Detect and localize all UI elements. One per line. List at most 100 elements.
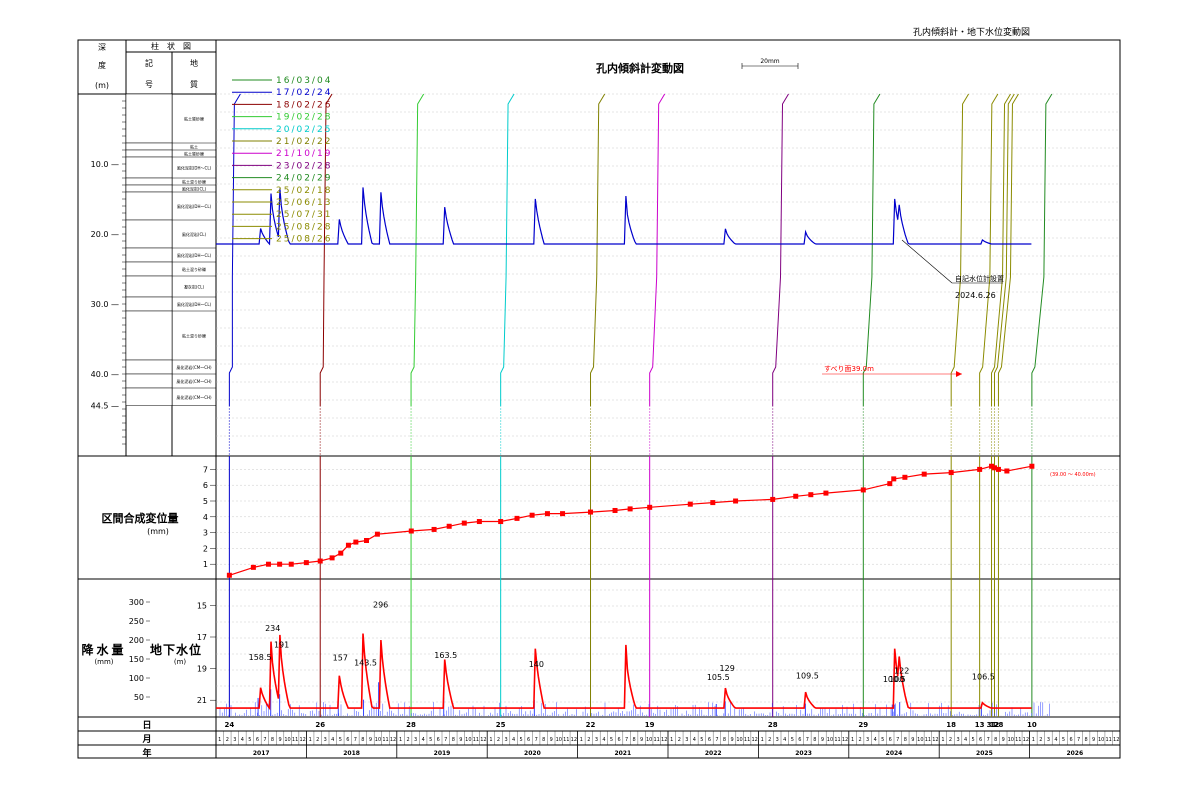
year-label: 2019 — [434, 750, 451, 757]
stratum-label: 粘土混り砂礫 — [182, 266, 206, 272]
range-label: (39.00 ～ 40.00m) — [1050, 472, 1096, 478]
stratum-symbol — [125, 149, 173, 158]
displacement-point — [374, 531, 380, 537]
displacement-point — [476, 519, 482, 525]
displacement-point — [408, 528, 414, 534]
stratum-symbol — [125, 219, 173, 249]
month-label: 7 — [987, 737, 990, 743]
stratum-label: 粘土混り砂礫 — [182, 179, 206, 185]
profile-line — [228, 93, 241, 406]
month-label: 12 — [390, 737, 396, 743]
month-label: 9 — [278, 737, 281, 743]
month-label: 6 — [889, 737, 892, 743]
displacement-point — [891, 476, 897, 482]
measurement-day-label: 28 — [406, 721, 416, 729]
logger-date: 2024.6.26 — [955, 291, 996, 300]
month-label: 4 — [1054, 737, 1057, 743]
column-title: 柱 状 図 — [151, 41, 191, 51]
displacement-point — [317, 558, 323, 564]
gw-tick-label: 21 — [197, 696, 207, 705]
stratum-symbol — [125, 156, 173, 179]
profile-line — [500, 93, 515, 406]
displacement-point — [647, 504, 653, 510]
legend-item: 17/02/24 — [276, 88, 332, 98]
legend: 16/03/04 17/02/24 18/02/26 19/02/28 20/02/25… — [232, 76, 332, 245]
profile-line — [410, 93, 425, 406]
month-label: 12 — [480, 737, 486, 743]
legend-item: 23/02/28 — [276, 161, 332, 171]
displacement-point — [265, 561, 271, 567]
profile-line — [772, 93, 789, 406]
displacement-point — [529, 512, 535, 518]
month-label: 11 — [925, 737, 931, 743]
displacement-point — [588, 509, 594, 515]
displacement-tick-label: 5 — [203, 497, 208, 506]
year-label: 2023 — [795, 750, 812, 757]
month-label: 12 — [1023, 737, 1029, 743]
rain-peak-label: 106.5 — [972, 673, 995, 682]
measurement-day-label: 29 — [858, 721, 868, 729]
month-label: 11 — [1106, 737, 1112, 743]
month-label: 6 — [798, 737, 801, 743]
legend-item: 25/08/26 — [276, 235, 332, 245]
month-label: 6 — [256, 737, 259, 743]
month-label: 8 — [723, 737, 726, 743]
groundwater-bottom-line — [216, 633, 1032, 711]
month-label: 10 — [917, 737, 923, 743]
depth-header-1: 深 — [98, 43, 106, 52]
month-label: 4 — [512, 737, 515, 743]
legend-item: 21/10/19 — [276, 149, 332, 159]
legend-item: 25/08/28 — [276, 222, 332, 232]
displacement-point — [902, 474, 908, 480]
month-label: 9 — [1092, 737, 1095, 743]
displacement-point — [431, 526, 437, 532]
month-label: 2 — [1039, 737, 1042, 743]
scale-label: 20mm — [760, 58, 779, 65]
displacement-point — [303, 560, 309, 566]
year-row-label: 年 — [142, 747, 151, 759]
stratum-label: 風化泥岩(DH～CL) — [177, 203, 212, 209]
rain-tick-label: 150 — [129, 655, 144, 664]
month-label: 4 — [331, 737, 334, 743]
month-label: 9 — [640, 737, 643, 743]
month-label: 10 — [736, 737, 742, 743]
month-label: 1 — [489, 737, 492, 743]
displacement-tick-label: 7 — [203, 465, 208, 474]
displacement-series — [226, 463, 1035, 578]
depth-header-2: 度 — [98, 60, 106, 70]
stratum-symbol — [125, 275, 173, 298]
month-label: 6 — [1069, 737, 1072, 743]
geology-header-1: 地 — [190, 58, 198, 68]
measurement-day-label: 19 — [645, 721, 655, 729]
scale-bar: 20mm — [741, 58, 799, 69]
month-label: 6 — [979, 737, 982, 743]
stratum-label: 凝灰岩(CL) — [184, 284, 205, 290]
displacement-point — [1004, 468, 1010, 474]
month-label: 10 — [465, 737, 471, 743]
month-label: 5 — [610, 737, 613, 743]
month-label: 1 — [1032, 737, 1035, 743]
depth-tick-label: 10.0 — — [91, 160, 119, 169]
legend-item: 19/02/28 — [276, 113, 332, 123]
month-label: 8 — [1085, 737, 1088, 743]
month-label: 2 — [407, 737, 410, 743]
stratum-label: 風化泥岩(DH～CL) — [177, 301, 212, 307]
rain-peak-label: 140 — [529, 660, 544, 669]
month-label: 9 — [730, 737, 733, 743]
depth-axis: 10.0 — 20.0 — 30.0 — 40.0 — 44.5 — — [91, 93, 126, 445]
month-label: 1 — [851, 737, 854, 743]
month-label: 7 — [625, 737, 628, 743]
displacement-point — [991, 465, 997, 471]
month-label: 10 — [556, 737, 562, 743]
month-label: 11 — [473, 737, 479, 743]
month-label: 10 — [1098, 737, 1104, 743]
month-label: 5 — [972, 737, 975, 743]
stratum-symbol — [125, 359, 173, 375]
depth-header-3: (m) — [95, 81, 109, 90]
month-label: 5 — [339, 737, 342, 743]
month-label: 5 — [248, 737, 251, 743]
month-label: 3 — [956, 737, 959, 743]
displacement-label: 区間合成変位量 — [102, 511, 179, 525]
profile-line — [319, 93, 333, 406]
rain-peak-label: 157 — [333, 653, 348, 662]
